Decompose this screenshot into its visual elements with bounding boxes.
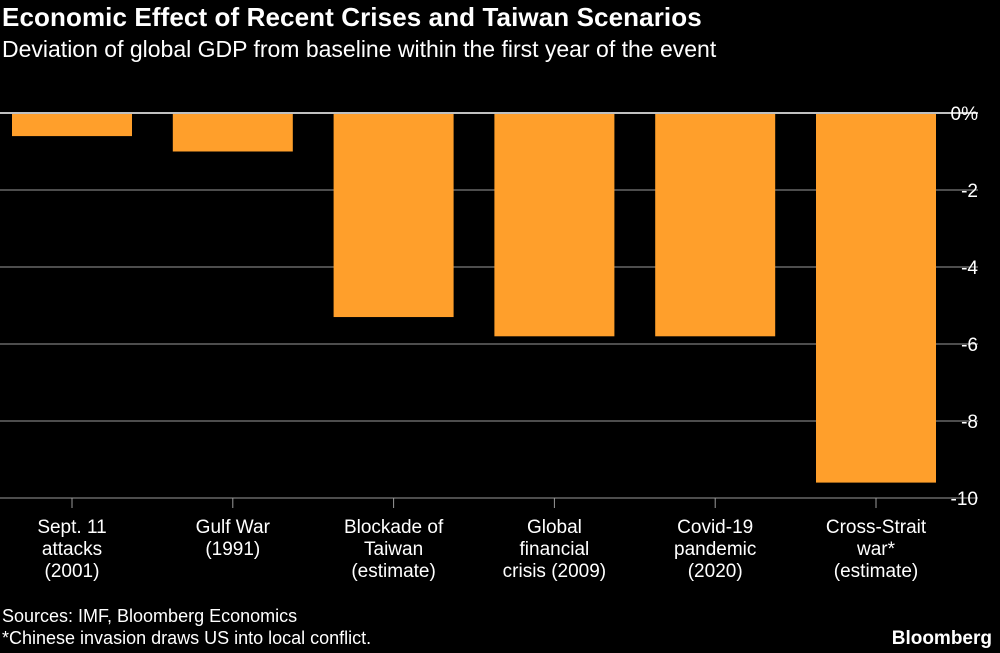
y-tick-label: -10 bbox=[951, 489, 978, 510]
x-tick-label: Global financial crisis (2009) bbox=[503, 517, 606, 582]
chart-subtitle: Deviation of global GDP from baseline wi… bbox=[2, 36, 717, 62]
x-tick-label: Covid-19 pandemic (2020) bbox=[674, 517, 756, 582]
y-tick-label: -2 bbox=[961, 181, 978, 202]
y-tick-label: -4 bbox=[961, 258, 978, 279]
bar bbox=[816, 114, 936, 483]
bar bbox=[172, 114, 293, 152]
y-axis-ticks: 0% -2 -4 -6 -8 -10 bbox=[951, 104, 979, 510]
bar bbox=[333, 114, 454, 318]
x-tick-label: Blockade of Taiwan (estimate) bbox=[344, 517, 444, 582]
bars bbox=[12, 114, 936, 483]
source-note: Sources: IMF, Bloomberg Economics bbox=[2, 606, 298, 626]
x-tick-label: Gulf War (1991) bbox=[196, 517, 271, 560]
footnote: *Chinese invasion draws US into local co… bbox=[2, 628, 372, 648]
bar bbox=[12, 114, 132, 137]
y-tick-label: -8 bbox=[961, 412, 978, 433]
x-tick-label: Cross-Strait war* (estimate) bbox=[826, 517, 927, 582]
x-tick-label: Sept. 11 attacks (2001) bbox=[37, 517, 106, 582]
x-axis-labels: Sept. 11 attacks (2001) Gulf War (1991) Block… bbox=[37, 498, 927, 582]
gridlines bbox=[0, 112, 978, 499]
y-tick-label: -6 bbox=[961, 335, 978, 356]
bar bbox=[655, 114, 776, 337]
bloomberg-logo: Bloomberg bbox=[891, 628, 992, 649]
bar bbox=[494, 114, 615, 337]
y-tick-label: 0% bbox=[951, 104, 979, 125]
chart-title: Economic Effect of Recent Crises and Tai… bbox=[2, 2, 702, 32]
